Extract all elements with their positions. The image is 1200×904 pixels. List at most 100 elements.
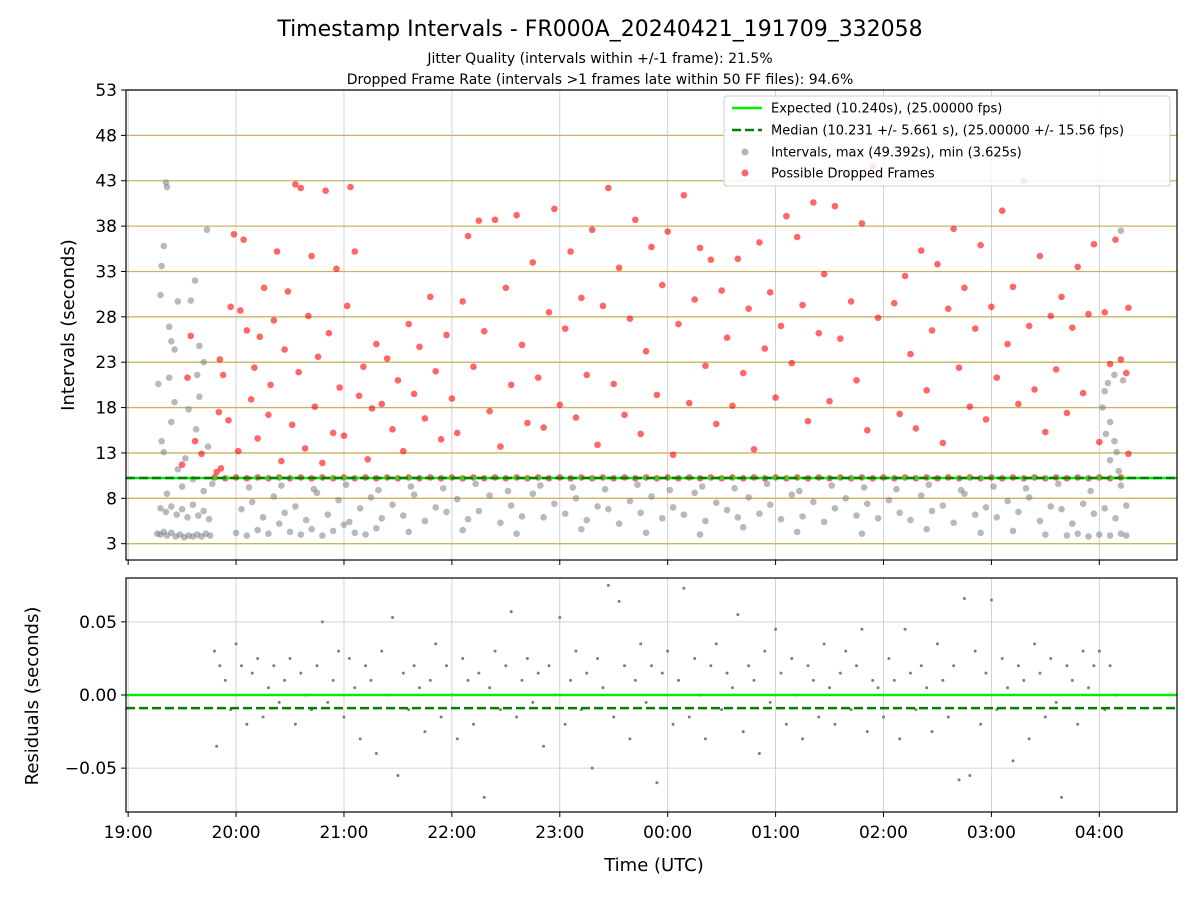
interval-point xyxy=(158,437,165,445)
dropped-frame-point xyxy=(934,260,941,268)
dropped-frame-point xyxy=(988,303,995,311)
interval-point xyxy=(1117,530,1125,537)
dropped-frame-point xyxy=(826,397,833,405)
dropped-frame-point xyxy=(355,392,363,400)
dropped-frame-point xyxy=(874,314,882,322)
dropped-frame-point xyxy=(198,450,205,458)
residual-point xyxy=(973,649,977,653)
interval-point xyxy=(351,529,359,537)
y-tick-label: 8 xyxy=(106,489,117,509)
dropped-frame-point xyxy=(1117,356,1125,363)
dropped-frame-point xyxy=(675,320,682,328)
dropped-frame-point xyxy=(219,371,227,379)
dropped-frame-point xyxy=(594,441,601,449)
residual-point xyxy=(558,615,562,619)
dropped-frame-point xyxy=(1069,324,1076,332)
dropped-frame-point xyxy=(605,184,612,192)
interval-point xyxy=(189,501,197,508)
residual-point xyxy=(266,686,270,690)
residual-point xyxy=(628,737,632,741)
dropped-frame-point xyxy=(213,468,220,476)
interval-point xyxy=(928,507,936,515)
dropped-frame-point xyxy=(917,247,925,254)
dropped-frame-point xyxy=(864,426,871,434)
residual-point xyxy=(941,678,945,682)
interval-point xyxy=(173,511,181,518)
dropped-frame-point xyxy=(343,302,351,310)
interval-point xyxy=(923,525,930,533)
interval-point xyxy=(756,510,763,518)
interval-point xyxy=(669,504,677,511)
dropped-frame-point xyxy=(772,394,779,401)
residual-point xyxy=(930,730,934,734)
interval-point xyxy=(896,509,903,517)
interval-point xyxy=(184,514,191,521)
interval-point xyxy=(472,480,479,488)
interval-point xyxy=(925,481,933,488)
interval-point xyxy=(373,524,380,532)
dropped-frame-point xyxy=(281,346,288,353)
dropped-frame-point xyxy=(187,332,195,340)
dropped-frame-point xyxy=(373,340,380,348)
residuals-plot: −0.05 0.00 0.05 19:00 20:00 21:00 22:00 23:00 00… xyxy=(65,577,1178,843)
interval-point xyxy=(777,515,785,523)
residual-point xyxy=(347,656,351,660)
interval-point xyxy=(1069,520,1076,528)
dropped-frame-point xyxy=(513,211,520,219)
residual-point xyxy=(277,700,281,704)
interval-point xyxy=(1004,497,1011,505)
legend-label-median: Median (10.231 +/- 5.661 s), (25.00000 +… xyxy=(771,124,1124,139)
residual-point xyxy=(461,656,465,660)
residual-point xyxy=(250,671,254,675)
interval-point xyxy=(265,530,272,537)
x-tick-label: 22:00 xyxy=(427,823,476,843)
dropped-frame-point xyxy=(1074,263,1082,271)
bottom-y-axis-label: Residuals (seconds) xyxy=(22,607,43,786)
residual-point xyxy=(547,664,551,668)
dropped-frame-point xyxy=(486,407,493,415)
interval-point xyxy=(319,532,326,539)
residual-point xyxy=(471,722,475,726)
residual-point xyxy=(1038,671,1042,675)
residual-point xyxy=(1011,759,1015,763)
dropped-frame-point xyxy=(998,207,1006,214)
dropped-frame-point xyxy=(723,334,731,342)
interval-point xyxy=(324,511,332,518)
residual-point xyxy=(898,737,902,741)
interval-point xyxy=(572,495,580,502)
residual-point xyxy=(245,722,249,726)
residual-point xyxy=(725,671,729,675)
residual-point xyxy=(215,744,219,748)
dropped-frame-point xyxy=(939,439,947,447)
residual-point xyxy=(709,664,713,668)
residual-point xyxy=(1108,664,1112,668)
dropped-frame-point xyxy=(756,239,763,246)
residual-point xyxy=(714,642,718,646)
dropped-frame-point xyxy=(225,416,232,424)
interval-point xyxy=(162,508,170,516)
interval-point xyxy=(1117,482,1125,489)
dropped-frame-point xyxy=(804,417,812,425)
interval-point xyxy=(421,517,429,525)
interval-point xyxy=(529,490,537,498)
residual-point xyxy=(563,722,567,726)
residual-point xyxy=(1006,686,1010,690)
dropped-frame-point xyxy=(319,459,326,467)
interval-point xyxy=(648,493,655,500)
dropped-frame-point xyxy=(799,301,806,309)
interval-point xyxy=(163,183,171,191)
residual-point xyxy=(989,598,993,602)
interval-point xyxy=(160,448,168,456)
interval-point xyxy=(626,497,634,505)
dropped-frame-point xyxy=(292,181,299,188)
dropped-frame-point xyxy=(1079,389,1087,397)
residual-point xyxy=(1022,678,1026,682)
dropped-frame-point xyxy=(265,411,272,419)
interval-point xyxy=(297,531,305,538)
dropped-frame-point xyxy=(333,265,340,273)
top-plot-frame xyxy=(125,89,1178,561)
x-tick-label: 02:00 xyxy=(859,823,908,843)
residual-point xyxy=(520,678,524,682)
